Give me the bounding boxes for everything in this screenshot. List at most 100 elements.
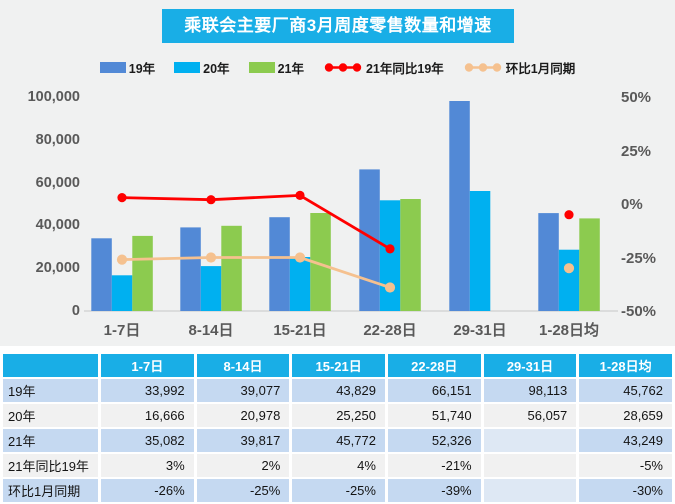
bar-20年-1-7日 xyxy=(111,275,133,311)
table-row-label: 21年同比19年 xyxy=(3,454,98,477)
table-header-cell: 1-28日均 xyxy=(579,354,672,377)
table-row: 环比1月同期 -26% -25% -25% -39% -30% xyxy=(3,479,672,502)
legend-dot xyxy=(464,62,473,72)
bar-20年-29-31日 xyxy=(469,191,491,311)
legend-item: 21年同比19年 xyxy=(323,58,444,77)
table-row-label: 19年 xyxy=(3,379,98,402)
data-table-wrap: 1-7日 8-14日 15-21日 22-28日 29-31日 1-28日均 19年 33,… xyxy=(0,352,675,504)
x-axis-label: 22-28日 xyxy=(363,322,417,339)
x-axis-label: 1-28日均 xyxy=(538,322,600,339)
table-cell: 66,151 xyxy=(387,379,481,402)
legend-label: 环比1月同期 xyxy=(505,61,576,76)
table-cell: -21% xyxy=(387,454,481,477)
line-segment-21年同比19年 xyxy=(121,196,212,202)
table-cell: 28,659 xyxy=(579,404,672,427)
marker-环比1月同期-15-21日 xyxy=(294,252,306,263)
marker-环比1月同期-1-7日 xyxy=(116,254,128,265)
table-row: 21年同比19年 3% 2% 4% -21% -5% xyxy=(3,454,672,477)
bar-19年-29-31日 xyxy=(449,101,470,311)
x-axis-label: 1-7日 xyxy=(103,322,141,339)
bar-21年-15-21日 xyxy=(310,213,331,311)
table-header-cell: 1-7日 xyxy=(101,354,194,377)
marker-环比1月同期-1-28日均 xyxy=(563,263,575,274)
table-cell: 4% xyxy=(292,454,385,477)
table-cell: -5% xyxy=(579,454,672,477)
table-cell: -39% xyxy=(387,479,481,502)
chart-area: 乘联会主要厂商3月周度零售数量和增速 19年 20年 21年 21年同比19年 环比1月… xyxy=(0,0,675,346)
legend-item: 20年 xyxy=(174,58,230,77)
legend-label: 21年同比19年 xyxy=(365,61,444,76)
legend-label: 21年 xyxy=(277,61,304,76)
table-row: 20年 16,666 20,978 25,250 51,740 56,057 28,659 xyxy=(3,404,672,427)
left-axis-tick: 80,000 xyxy=(35,131,80,148)
table-cell: 2% xyxy=(196,454,290,477)
data-table: 1-7日 8-14日 15-21日 22-28日 29-31日 1-28日均 19年 33,… xyxy=(0,352,675,504)
table-cell: 45,772 xyxy=(292,429,385,452)
bar-20年-1-28日均 xyxy=(558,249,580,311)
table-cell: 43,249 xyxy=(579,429,672,452)
legend-bar-swatch-icon xyxy=(248,61,275,73)
line-segment-21年同比19年 xyxy=(299,194,391,251)
table-cell: 52,326 xyxy=(387,429,481,452)
table-cell: -26% xyxy=(101,479,194,502)
line-segment-环比1月同期 xyxy=(299,256,391,289)
bar-19年-22-28日 xyxy=(359,169,380,311)
line-segment-环比1月同期 xyxy=(121,256,212,261)
legend-line-swatch-icon xyxy=(464,62,501,72)
table-cell: 56,057 xyxy=(483,404,577,427)
table-header-cell: 22-28日 xyxy=(387,354,481,377)
bar-21年-8-14日 xyxy=(221,225,242,311)
bar-21年-22-28日 xyxy=(400,199,421,311)
table-cell: 3% xyxy=(101,454,194,477)
right-axis-tick: 25% xyxy=(621,142,652,160)
right-axis-tick: 50% xyxy=(621,89,652,106)
left-axis-tick: 60,000 xyxy=(35,174,80,191)
table-row-label: 环比1月同期 xyxy=(3,479,98,502)
table-cell xyxy=(483,479,577,502)
legend-label: 20年 xyxy=(203,61,230,76)
right-axis-tick: 0% xyxy=(621,196,643,213)
table-cell: 43,829 xyxy=(292,379,385,402)
bar-20年-15-21日 xyxy=(289,257,311,311)
table-cell xyxy=(483,429,577,452)
right-axis-tick: -25% xyxy=(621,249,657,267)
table-row-label: 21年 xyxy=(3,429,98,452)
left-axis-tick: 100,000 xyxy=(27,89,80,105)
table-cell: 33,992 xyxy=(101,379,194,402)
table-header-cell xyxy=(3,354,98,377)
marker-21年同比19年-15-21日 xyxy=(295,190,305,200)
table-cell: -30% xyxy=(579,479,672,502)
table-cell: 98,113 xyxy=(483,379,577,402)
table-cell: 35,082 xyxy=(101,429,194,452)
legend-item: 环比1月同期 xyxy=(463,58,575,77)
left-axis-tick: 40,000 xyxy=(35,217,80,234)
table-row: 21年 35,082 39,817 45,772 52,326 43,249 xyxy=(3,429,672,452)
marker-21年同比19年-8-14日 xyxy=(206,195,216,205)
legend-dot xyxy=(352,62,362,72)
marker-环比1月同期-8-14日 xyxy=(205,252,217,263)
legend-bar-swatch-icon xyxy=(174,61,201,73)
x-axis-label: 15-21日 xyxy=(273,322,327,339)
table-cell: 39,817 xyxy=(196,429,290,452)
marker-21年同比19年-1-7日 xyxy=(117,193,127,203)
legend-dot xyxy=(478,62,487,72)
table-cell: -25% xyxy=(292,479,385,502)
legend-dot xyxy=(492,62,501,72)
left-axis-tick: 20,000 xyxy=(35,260,80,277)
legend-label: 19年 xyxy=(128,61,156,76)
x-axis-label: 29-31日 xyxy=(453,322,507,339)
table-cell: 45,762 xyxy=(579,379,672,402)
legend-dot xyxy=(338,62,348,72)
left-axis-tick: 0 xyxy=(71,303,80,319)
legend-item: 19年 xyxy=(99,58,156,77)
table-row-label: 20年 xyxy=(3,404,98,427)
table-cell: 20,978 xyxy=(196,404,290,427)
bar-21年-1-7日 xyxy=(132,235,153,311)
table-header-row: 1-7日 8-14日 15-21日 22-28日 29-31日 1-28日均 xyxy=(3,354,672,377)
x-axis-label: 8-14日 xyxy=(188,322,234,339)
bar-19年-1-28日均 xyxy=(538,213,559,311)
chart-title: 乘联会主要厂商3月周度零售数量和增速 xyxy=(162,9,514,43)
marker-21年同比19年-1-28日均 xyxy=(564,210,574,220)
marker-环比1月同期-22-28日 xyxy=(384,282,396,293)
legend-dot xyxy=(324,62,334,72)
